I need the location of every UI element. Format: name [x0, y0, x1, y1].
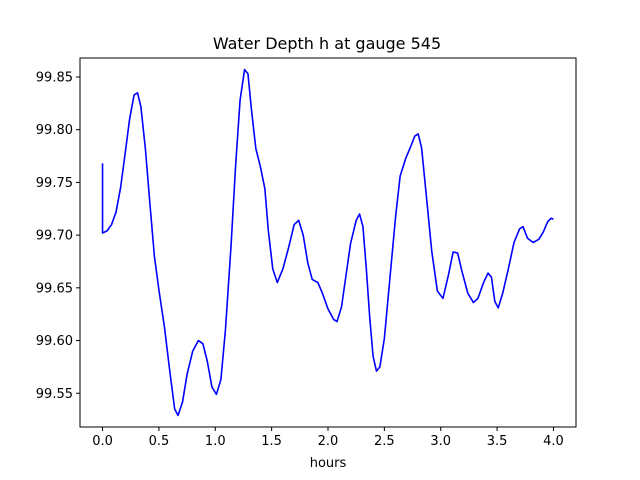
x-tick-label: 1.5: [261, 434, 282, 449]
y-tick-label: 99.80: [36, 123, 73, 138]
chart-title: Water Depth h at gauge 545: [213, 34, 441, 53]
y-tick-label: 99.55: [36, 387, 73, 402]
plot-area: [101, 68, 554, 417]
y-tick-label: 99.70: [36, 229, 73, 244]
y-tick-label: 99.75: [36, 176, 73, 191]
x-tick-label: 0.5: [149, 434, 170, 449]
series-line-0: [101, 68, 554, 417]
y-tick-label: 99.60: [36, 334, 73, 349]
x-tick-label: 3.5: [487, 434, 508, 449]
y-tick-label: 99.65: [36, 281, 73, 296]
x-tick-label: 2.0: [318, 434, 339, 449]
x-tick-label: 4.0: [543, 434, 564, 449]
axis-ticks: 0.0 0.5 1.0 1.5 2.0 2.5 3.0 3.5 4.0 99.55 99.60 99.…: [36, 70, 564, 449]
x-tick-label: 3.0: [430, 434, 451, 449]
y-tick-label: 99.85: [36, 70, 73, 85]
x-tick-label: 0.0: [92, 434, 113, 449]
x-tick-label: 2.5: [374, 434, 395, 449]
x-tick-label: 1.0: [205, 434, 226, 449]
x-axis-label: hours: [310, 456, 347, 471]
axes-frame: [79, 57, 577, 428]
